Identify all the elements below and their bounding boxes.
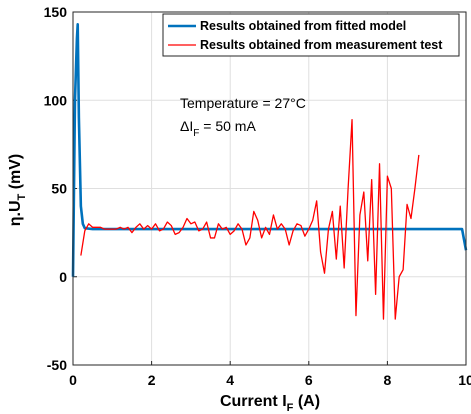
plot-frame <box>72 11 467 366</box>
x-tick-label: 10 <box>458 372 471 388</box>
x-label-sub: F <box>287 402 294 414</box>
series-line <box>80 119 420 320</box>
y-axis-label: η.UT (mV) <box>7 154 28 227</box>
y-tick-label: -50 <box>47 357 67 373</box>
y-label-sub: T <box>16 193 28 200</box>
x-axis-label: Current IF (A) <box>220 393 320 414</box>
y-label-text: η.U <box>7 200 24 226</box>
legend-label: Results obtained from measurement test <box>200 38 443 52</box>
y-tick-label: 50 <box>51 181 67 197</box>
legend-label: Results obtained from fitted model <box>200 19 406 33</box>
annotation: Temperature = 27°C <box>180 95 306 111</box>
annotation-sub: F <box>193 128 199 139</box>
x-tick-label: 8 <box>384 372 392 388</box>
annotation: ΔIF = 50 mA <box>180 118 256 139</box>
x-label-text: Current I <box>220 393 287 410</box>
y-tick-label: 0 <box>59 269 67 285</box>
x-label-suffix: (A) <box>293 393 320 410</box>
y-label-suffix: (mV) <box>7 154 24 194</box>
x-tick-label: 2 <box>148 372 156 388</box>
x-tick-label: 6 <box>305 372 313 388</box>
y-tick-label: 150 <box>44 4 68 20</box>
annotation-text: ΔI <box>180 118 193 134</box>
x-tick-label: 0 <box>69 372 77 388</box>
legend-box <box>162 13 460 57</box>
series-line <box>71 23 468 277</box>
x-tick-label: 4 <box>226 372 234 388</box>
y-tick-label: 100 <box>44 92 68 108</box>
legend: Results obtained from fitted model Result… <box>162 13 460 57</box>
annotation-suffix: = 50 mA <box>199 118 256 134</box>
